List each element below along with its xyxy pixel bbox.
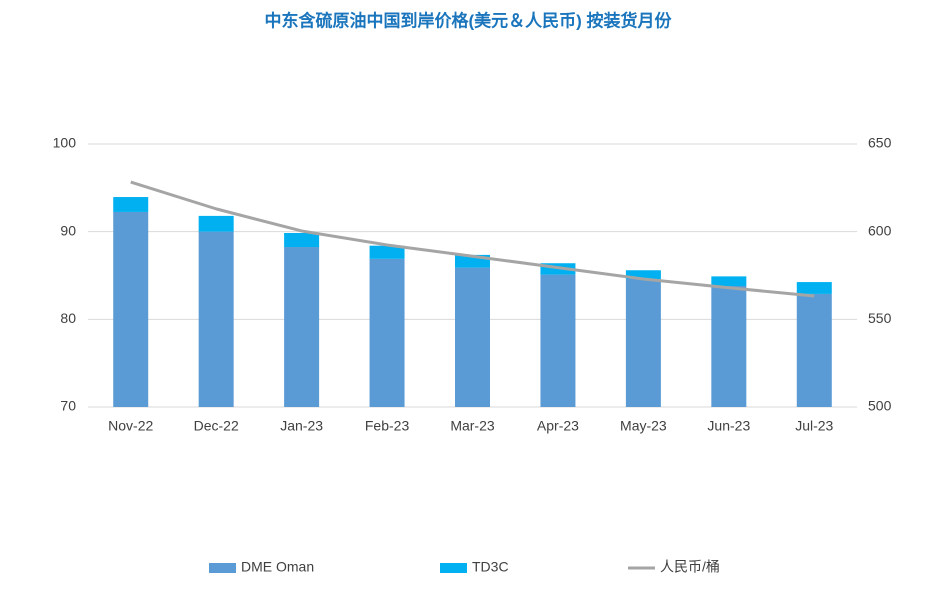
bar [113, 211, 149, 407]
x-tick-label: Jun-23 [707, 418, 750, 434]
y2-tick-label: 600 [868, 222, 892, 238]
bar [625, 270, 661, 280]
x-tick-label: Jul-23 [795, 418, 833, 434]
x-tick-label: Dec-22 [194, 418, 239, 434]
bar [198, 215, 234, 232]
line [130, 180, 815, 298]
x-tick-label: Apr-23 [537, 418, 579, 434]
y-tick-label: 80 [60, 310, 76, 326]
x-tick-label: Feb-23 [365, 418, 410, 434]
bar [284, 247, 320, 407]
x-tick-label: Nov-22 [108, 418, 153, 434]
bar [198, 231, 234, 407]
y2-tick-label: 650 [868, 135, 892, 151]
bar [796, 293, 832, 407]
y2-tick-label: 550 [868, 310, 892, 326]
bar [711, 276, 747, 287]
bar [284, 232, 320, 248]
chart-title: 中东含硫原油中国到岸价格(美元＆人民币) 按装货月份 [264, 10, 672, 30]
legend-swatch [440, 563, 467, 573]
x-tick-label: May-23 [620, 418, 667, 434]
x-tick-label: Jan-23 [280, 418, 323, 434]
x-tick-label: Mar-23 [450, 418, 495, 434]
legend-label: DME Oman [241, 559, 314, 575]
y-tick-label: 90 [60, 222, 76, 238]
bar [455, 267, 490, 407]
y-tick-label: 100 [53, 135, 77, 151]
y-tick-label: 70 [60, 398, 76, 414]
bar [796, 282, 832, 294]
legend-label: TD3C [472, 559, 509, 575]
bar [369, 245, 405, 259]
bar [113, 197, 149, 212]
bar [540, 274, 576, 407]
bar [625, 279, 661, 407]
bar [711, 286, 747, 407]
legend-label: 人民币/桶 [660, 559, 720, 575]
legend-swatch [209, 563, 236, 573]
bar [369, 258, 405, 407]
y2-tick-label: 500 [868, 398, 892, 414]
